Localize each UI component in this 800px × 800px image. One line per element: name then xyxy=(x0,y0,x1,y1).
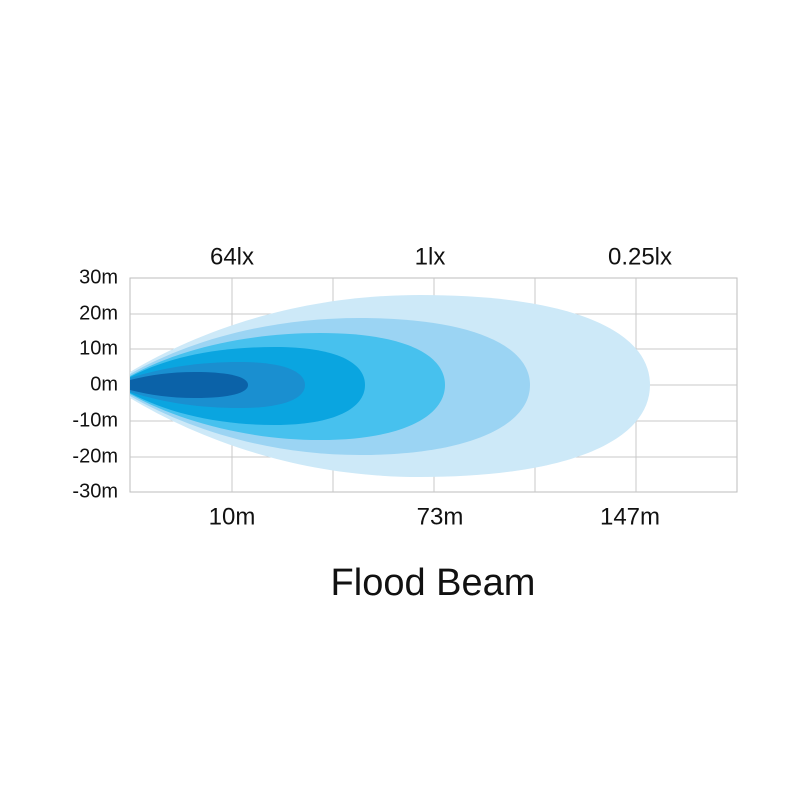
y-label: 0m xyxy=(90,373,118,395)
distance-label: 147m xyxy=(600,503,660,530)
illuminance-labels: 64lx 1lx 0.25lx xyxy=(210,243,672,270)
beam-zone xyxy=(130,372,248,398)
y-label: 20m xyxy=(79,302,118,324)
illuminance-label: 0.25lx xyxy=(608,243,672,270)
distance-label: 73m xyxy=(417,503,464,530)
illuminance-label: 1lx xyxy=(415,243,446,270)
illuminance-label: 64lx xyxy=(210,243,254,270)
y-axis-labels: 30m 20m 10m 0m -10m -20m -30m xyxy=(72,266,118,502)
title: Flood Beam xyxy=(331,562,536,604)
y-label: 10m xyxy=(79,337,118,359)
y-label: -10m xyxy=(72,409,118,431)
y-label: 30m xyxy=(79,266,118,288)
y-label: -30m xyxy=(72,480,118,502)
beam xyxy=(130,295,650,477)
distance-label: 10m xyxy=(209,503,256,530)
distance-labels: 10m 73m 147m xyxy=(209,503,660,530)
y-label: -20m xyxy=(72,445,118,467)
